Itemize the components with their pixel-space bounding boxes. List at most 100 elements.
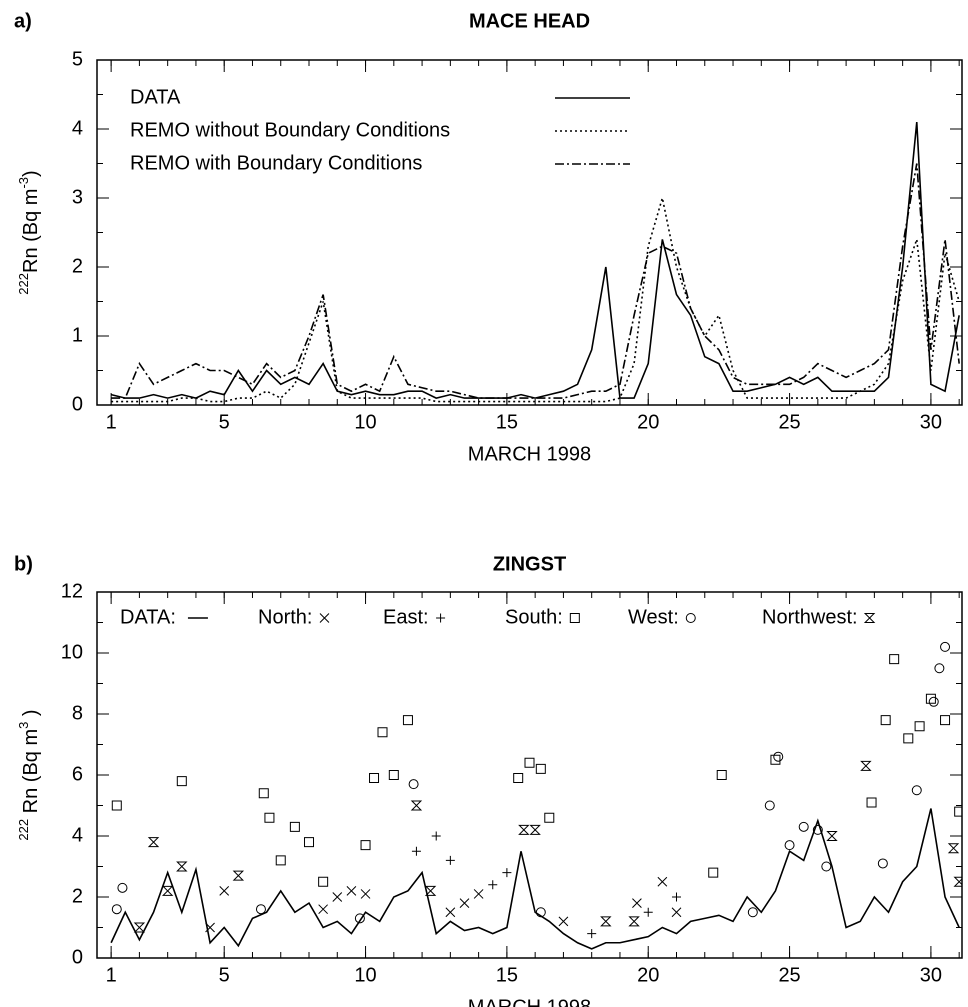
- marker-square: [360, 840, 371, 851]
- marker-square: [369, 773, 380, 784]
- marker-plus: [643, 907, 653, 917]
- marker-square: [176, 776, 187, 787]
- marker-square: [954, 806, 962, 817]
- marker-circle: [773, 751, 784, 762]
- marker-hourglass: [860, 760, 872, 771]
- marker-x: [671, 907, 682, 918]
- marker-circle: [798, 821, 809, 832]
- legend-label: East:: [383, 606, 429, 628]
- marker-square: [264, 812, 275, 823]
- legend-label: DATA: [130, 86, 181, 108]
- y-axis-title: 222 Rn (Bq m3 ): [16, 709, 42, 840]
- data-line: [110, 122, 960, 399]
- y-tick-label: 10: [61, 641, 83, 663]
- legend-marker: [436, 613, 446, 623]
- marker-hourglass: [600, 916, 612, 927]
- marker-x: [360, 889, 371, 899]
- marker-circle: [928, 696, 939, 707]
- marker-x: [219, 886, 230, 896]
- marker-circle: [535, 907, 546, 918]
- panel-label: a): [14, 10, 32, 32]
- marker-hourglass: [947, 843, 960, 854]
- marker-plus: [502, 868, 512, 878]
- marker-square: [770, 754, 781, 765]
- x-tick-label: 30: [920, 964, 942, 986]
- marker-x: [332, 892, 343, 902]
- marker-x: [657, 876, 668, 887]
- x-tick-label: 5: [219, 964, 230, 986]
- marker-circle: [255, 904, 266, 915]
- marker-square: [889, 654, 900, 665]
- legend-marker: [863, 613, 876, 623]
- marker-hourglass: [232, 870, 245, 881]
- marker-plus: [431, 831, 441, 841]
- marker-circle: [821, 861, 832, 872]
- x-tick-label: 15: [496, 411, 518, 433]
- y-tick-label: 2: [72, 255, 83, 277]
- marker-square: [866, 797, 877, 808]
- x-axis-title: MARCH 1998: [468, 443, 591, 465]
- x-tick-label: 15: [496, 964, 518, 986]
- marker-circle: [911, 785, 922, 796]
- x-tick-label: 10: [354, 964, 376, 986]
- marker-hourglass: [161, 885, 174, 896]
- marker-square: [275, 855, 286, 866]
- marker-circle: [408, 779, 419, 790]
- x-tick-label: 1: [106, 964, 117, 986]
- y-tick-label: 1: [72, 324, 83, 346]
- marker-square: [880, 715, 891, 726]
- marker-x: [558, 916, 569, 927]
- marker-plus: [445, 855, 455, 865]
- marker-circle: [111, 904, 122, 915]
- legend-label: South:: [505, 606, 563, 628]
- y-tick-label: 2: [72, 885, 83, 907]
- marker-square: [903, 733, 914, 744]
- marker-hourglass: [147, 837, 160, 848]
- marker-circle: [940, 641, 951, 652]
- marker-square: [524, 757, 535, 768]
- y-tick-label: 6: [72, 763, 83, 785]
- marker-x: [346, 886, 357, 896]
- y-title-text: Rn (Bq m: [20, 729, 42, 819]
- marker-plus: [587, 929, 597, 939]
- legend-marker: [319, 613, 330, 623]
- x-tick-label: 20: [637, 964, 659, 986]
- marker-circle: [877, 858, 888, 869]
- marker-circle: [117, 882, 128, 893]
- y-title-exponent: 3: [16, 722, 31, 729]
- marker-square: [258, 788, 269, 799]
- plot-frame: [96, 59, 963, 406]
- chart-title: MACE HEAD: [469, 10, 590, 32]
- x-tick-label: 20: [637, 411, 659, 433]
- x-tick-label: 1: [106, 411, 117, 433]
- y-title-isotope: 222: [16, 819, 31, 841]
- marker-square: [304, 837, 315, 848]
- y-title-isotope: 222: [16, 273, 31, 295]
- marker-hourglass: [628, 916, 640, 927]
- marker-square: [402, 715, 413, 726]
- marker-hourglass: [176, 861, 188, 872]
- x-tick-label: 30: [920, 411, 942, 433]
- marker-hourglass: [133, 922, 146, 933]
- y-tick-label: 0: [72, 946, 83, 968]
- marker-hourglass: [410, 800, 423, 811]
- marker-plus: [411, 846, 421, 856]
- legend-label: Northwest:: [762, 606, 858, 628]
- marker-circle: [812, 824, 823, 835]
- chart-title: ZINGST: [493, 553, 566, 575]
- y-tick-label: 5: [72, 48, 83, 70]
- marker-circle: [354, 913, 365, 924]
- legend-label: REMO without Boundary Conditions: [130, 119, 450, 141]
- marker-x: [459, 898, 470, 908]
- marker-plus: [671, 892, 681, 902]
- data-line: [110, 808, 960, 950]
- legend-marker: [569, 613, 580, 623]
- marker-hourglass: [826, 831, 838, 841]
- y-title-close: ): [20, 170, 42, 177]
- plot-area: [110, 122, 960, 403]
- marker-hourglass: [424, 885, 437, 896]
- marker-square: [708, 867, 719, 878]
- data-line: [111, 163, 960, 399]
- y-tick-label: 12: [61, 580, 83, 602]
